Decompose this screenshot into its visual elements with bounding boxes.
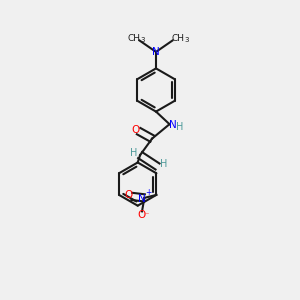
Text: O: O xyxy=(124,190,132,200)
Text: ⁻: ⁻ xyxy=(145,211,149,220)
Text: CH: CH xyxy=(171,34,184,43)
Text: N: N xyxy=(169,120,176,130)
Text: H: H xyxy=(176,122,183,132)
Text: H: H xyxy=(160,159,167,169)
Text: N: N xyxy=(137,194,145,204)
Text: N: N xyxy=(152,47,160,57)
Text: 3: 3 xyxy=(140,37,145,43)
Text: O: O xyxy=(137,210,146,220)
Text: H: H xyxy=(130,148,138,158)
Text: CH: CH xyxy=(128,34,141,43)
Text: +: + xyxy=(145,188,151,197)
Text: O: O xyxy=(131,124,139,135)
Text: 3: 3 xyxy=(184,37,189,43)
